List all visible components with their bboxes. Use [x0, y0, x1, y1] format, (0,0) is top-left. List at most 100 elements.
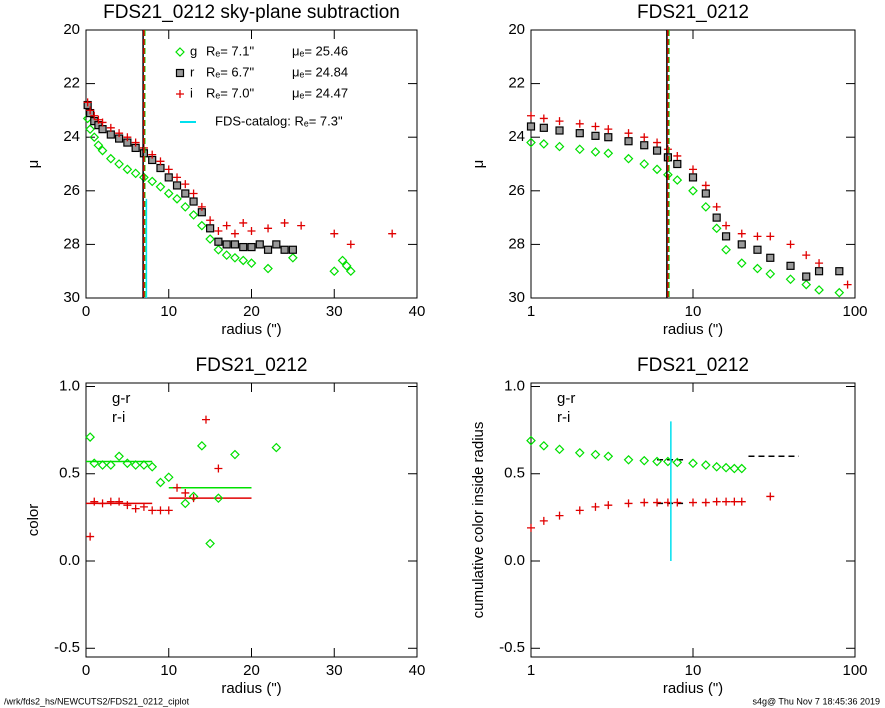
legend-re: Rₑ= 7.1"	[206, 43, 254, 58]
point	[155, 181, 166, 192]
x-tick-label: 10	[685, 303, 702, 320]
point	[765, 269, 776, 279]
point	[802, 251, 811, 260]
point	[214, 227, 223, 235]
point	[623, 454, 634, 465]
point	[164, 506, 173, 515]
x-axis-label: radius (")	[663, 321, 723, 338]
point	[737, 497, 746, 506]
point	[180, 498, 191, 509]
point	[639, 455, 650, 466]
point	[834, 287, 845, 298]
legend-label: r-i	[112, 409, 125, 426]
point	[147, 461, 158, 472]
point	[197, 202, 206, 211]
plot-frame	[85, 382, 418, 658]
x-axis-label: radius (")	[663, 680, 723, 697]
point	[206, 216, 215, 225]
legend-label: r-i	[557, 409, 570, 426]
point	[590, 449, 601, 460]
y-tick-label: 20	[63, 21, 80, 38]
point	[624, 129, 633, 138]
y-tick-label: 0.5	[504, 465, 525, 482]
point	[155, 477, 166, 488]
y-tick-label: -0.5	[499, 639, 525, 656]
point	[574, 447, 585, 458]
point	[766, 492, 775, 501]
point	[555, 126, 564, 135]
point	[815, 259, 824, 268]
point	[640, 133, 649, 142]
point	[721, 244, 731, 255]
y-tick-label: 30	[63, 289, 80, 306]
point	[197, 440, 207, 451]
point	[673, 498, 682, 507]
point	[271, 442, 282, 453]
point	[94, 115, 103, 124]
x-tick-label: 30	[326, 303, 343, 320]
point	[786, 261, 795, 270]
point	[172, 181, 182, 190]
point	[346, 240, 355, 249]
point	[330, 229, 339, 238]
x-tick-label: 100	[842, 662, 867, 679]
x-tick-label: 1	[527, 662, 535, 679]
point	[604, 125, 613, 134]
point	[737, 229, 746, 238]
point	[246, 258, 257, 269]
point	[214, 464, 223, 473]
point	[93, 140, 104, 151]
point	[736, 258, 747, 269]
point	[527, 111, 535, 120]
point	[700, 202, 711, 212]
point	[85, 124, 95, 135]
point	[163, 472, 174, 483]
point	[591, 502, 600, 511]
point	[98, 499, 107, 508]
x-tick-label: 20	[243, 303, 260, 320]
point	[148, 506, 157, 515]
point	[230, 449, 240, 460]
point	[115, 497, 124, 506]
y-tick-label: 22	[63, 75, 80, 92]
point	[640, 498, 649, 507]
point	[737, 240, 746, 249]
point	[263, 245, 273, 254]
point	[222, 240, 231, 249]
point	[115, 129, 124, 138]
point	[591, 131, 600, 140]
point	[802, 272, 811, 281]
point	[163, 188, 174, 199]
point	[86, 106, 95, 115]
footer-stamp: s4g@ Thu Nov 7 18:45:36 2019	[752, 696, 880, 706]
point	[239, 242, 248, 252]
point	[688, 173, 698, 182]
point	[230, 252, 240, 263]
point	[801, 279, 812, 290]
point	[181, 180, 190, 189]
x-tick-label: 100	[842, 303, 867, 320]
point	[555, 511, 564, 520]
point	[722, 221, 731, 230]
point	[753, 232, 762, 241]
point	[688, 458, 698, 469]
point	[97, 460, 108, 470]
x-tick-label: 1	[527, 303, 535, 320]
point	[239, 218, 248, 227]
point	[139, 502, 148, 511]
point	[213, 493, 224, 504]
point	[604, 133, 613, 142]
point	[288, 245, 297, 254]
point	[255, 240, 264, 249]
chart-title: FDS21_0212	[637, 2, 749, 23]
point	[730, 497, 739, 506]
point	[722, 497, 731, 506]
point	[106, 123, 115, 132]
point	[653, 498, 662, 507]
point	[180, 202, 191, 212]
point	[297, 221, 306, 230]
point	[105, 460, 116, 470]
point	[156, 157, 165, 166]
plot-frame	[530, 382, 856, 658]
